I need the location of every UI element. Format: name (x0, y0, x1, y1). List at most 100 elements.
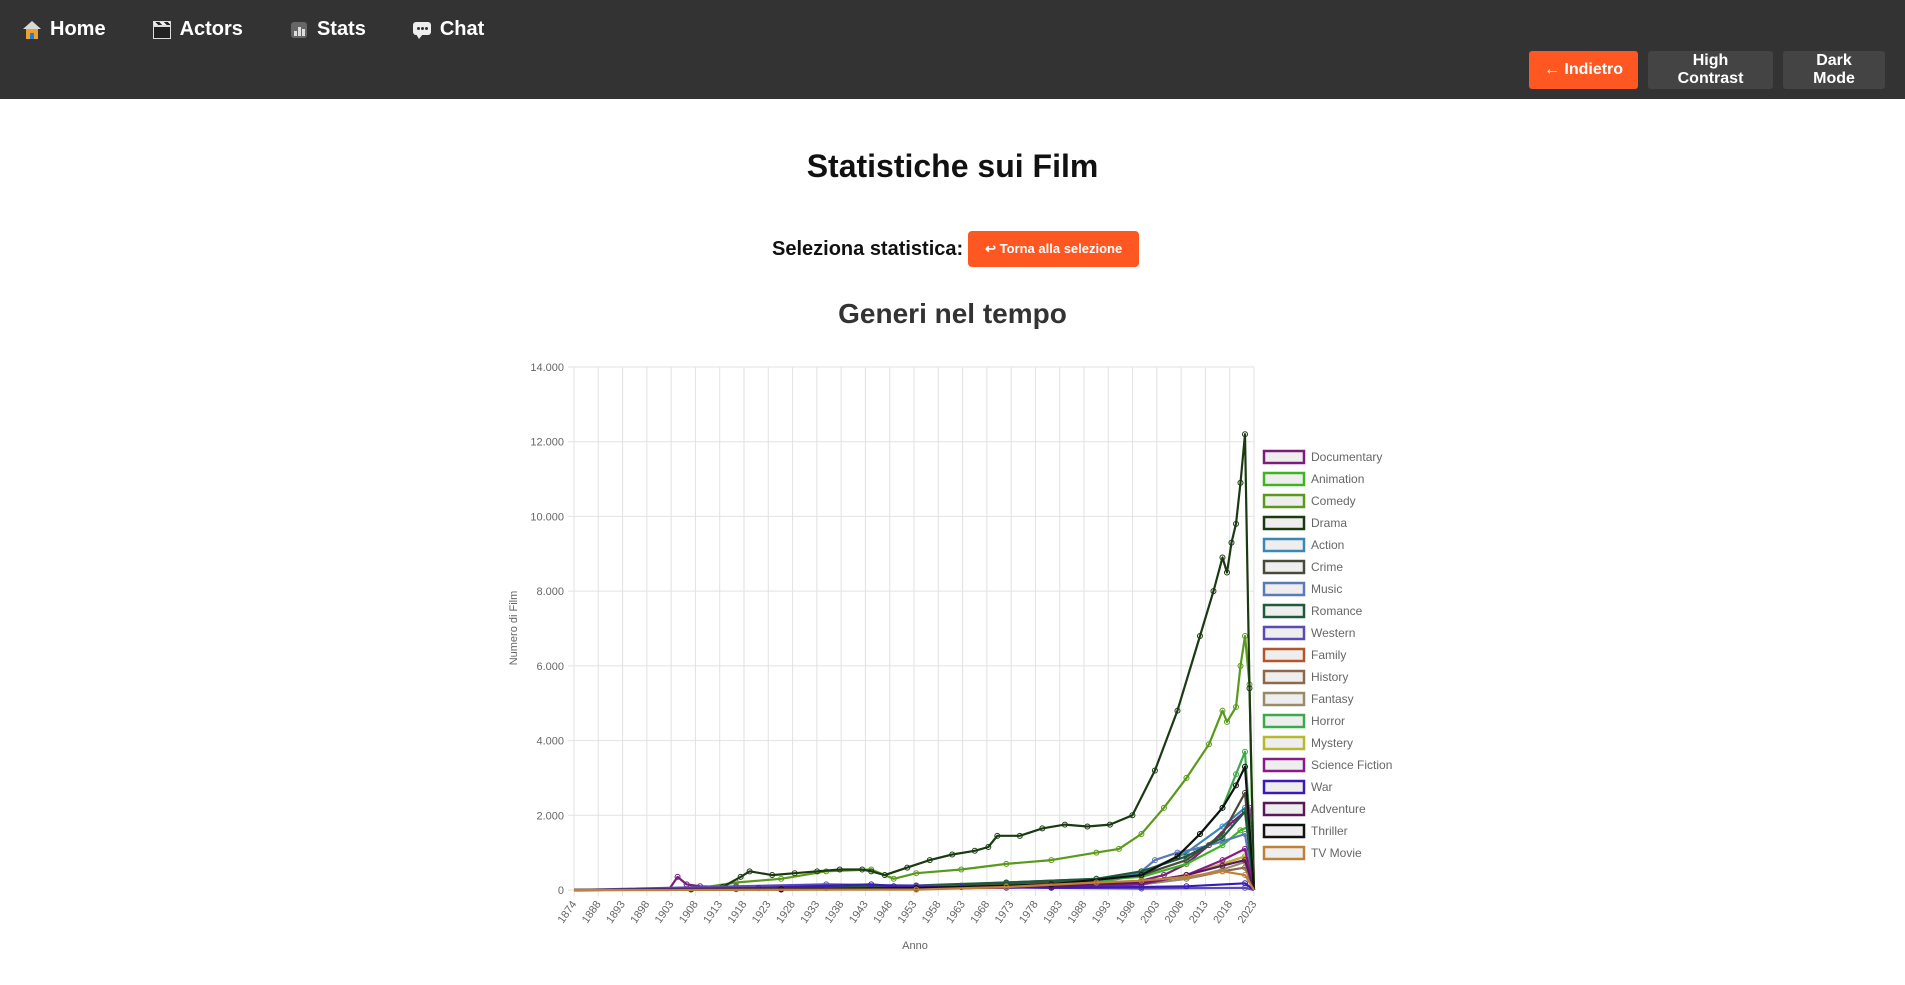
data-point (1183, 853, 1190, 860)
data-point (971, 847, 978, 854)
data-point (1241, 763, 1248, 770)
data-point (1219, 554, 1226, 561)
legend-item: Animation (1311, 472, 1364, 486)
x-tick-label: 1933 (798, 899, 822, 926)
data-point (697, 883, 704, 890)
legend-swatch (1262, 801, 1306, 817)
x-tick-label: 1928 (774, 899, 798, 926)
data-point (1196, 830, 1203, 837)
data-point (733, 885, 740, 892)
data-point (778, 886, 785, 893)
data-point (1084, 823, 1091, 830)
nav-chat[interactable]: Chat (412, 18, 484, 41)
data-point (1223, 718, 1230, 725)
legend-swatch (1262, 823, 1306, 839)
data-point (904, 864, 911, 871)
legend-swatch (1262, 647, 1306, 663)
data-point (1219, 860, 1226, 867)
y-tick-label: 10.000 (530, 511, 564, 523)
nav-stats[interactable]: Stats (289, 18, 366, 41)
data-point (778, 885, 785, 892)
data-point (868, 866, 875, 873)
x-tick-label: 1993 (1090, 899, 1114, 926)
data-point (1151, 857, 1158, 864)
legend-swatch (1262, 493, 1306, 509)
x-tick-label: 1918 (726, 899, 750, 926)
data-point (1138, 881, 1145, 888)
data-point (1003, 884, 1010, 891)
data-point (1183, 875, 1190, 882)
legend-swatch (1262, 625, 1306, 641)
page-title: Statistiche sui Film (806, 148, 1099, 184)
data-point (913, 885, 920, 892)
data-point (1003, 883, 1010, 890)
legend-swatch (1262, 515, 1306, 531)
x-tick-label: 1988 (1066, 899, 1090, 926)
data-point (913, 885, 920, 892)
data-point (1219, 830, 1226, 837)
data-point (1183, 774, 1190, 781)
clapperboard-icon (152, 20, 172, 40)
data-point (1093, 875, 1100, 882)
data-point (1232, 520, 1239, 527)
data-point (913, 884, 920, 891)
nav-home[interactable]: Home (22, 18, 106, 41)
data-point (1219, 834, 1226, 841)
x-tick-label: 1953 (896, 899, 920, 926)
data-point (1241, 853, 1248, 860)
data-point (1232, 782, 1239, 789)
legend-swatch (1262, 537, 1306, 553)
high-contrast-button[interactable]: High Contrast (1648, 51, 1773, 89)
x-tick-label: 1938 (823, 899, 847, 926)
data-point (1138, 879, 1145, 886)
back-button[interactable]: ← Indietro (1529, 51, 1638, 89)
data-point (688, 886, 695, 893)
data-point (1241, 789, 1248, 796)
data-point (778, 886, 785, 893)
legend-item: Science Fiction (1311, 758, 1392, 772)
data-point (1048, 884, 1055, 891)
series-line (573, 750, 1256, 892)
chart-title: Generi nel tempo (838, 298, 1067, 329)
x-tick-label: 1893 (604, 899, 628, 926)
data-point (1048, 879, 1055, 886)
data-point (913, 883, 920, 890)
data-point (890, 875, 897, 882)
data-point (1016, 832, 1023, 839)
data-point (1219, 707, 1226, 714)
data-point (1138, 881, 1145, 888)
return-to-selection-button[interactable]: ↩ Torna alla selezione (968, 231, 1140, 267)
statistic-selector: Seleziona statistica: ↩ Torna alla selez… (772, 231, 1140, 267)
data-point (1219, 804, 1226, 811)
data-point (769, 872, 776, 879)
dark-mode-button[interactable]: Dark Mode (1783, 51, 1885, 89)
legend-item: Music (1311, 582, 1342, 596)
data-point (958, 882, 965, 889)
data-point (1048, 884, 1055, 891)
data-point (1183, 860, 1190, 867)
data-point (1241, 880, 1248, 887)
data-point (778, 886, 785, 893)
series-line (573, 765, 1256, 892)
legend-item: War (1311, 780, 1333, 794)
data-point (1048, 884, 1055, 891)
data-point (823, 884, 830, 891)
series-line (573, 860, 1256, 892)
data-point (1174, 707, 1181, 714)
data-point (1138, 868, 1145, 875)
data-point (778, 885, 785, 892)
nav-actors[interactable]: Actors (152, 18, 243, 41)
legend-swatch (1262, 449, 1306, 465)
nav-stats-label: Stats (316, 18, 366, 40)
data-point (1003, 883, 1010, 890)
data-point (1183, 875, 1190, 882)
data-point (913, 883, 920, 890)
data-point (746, 868, 753, 875)
data-point (1205, 842, 1212, 849)
data-point (1241, 808, 1248, 815)
series-line (573, 634, 1256, 892)
x-tick-label: 1968 (968, 899, 992, 926)
data-point (913, 885, 920, 892)
data-point (1003, 884, 1010, 891)
legend-item: Documentary (1311, 450, 1382, 464)
